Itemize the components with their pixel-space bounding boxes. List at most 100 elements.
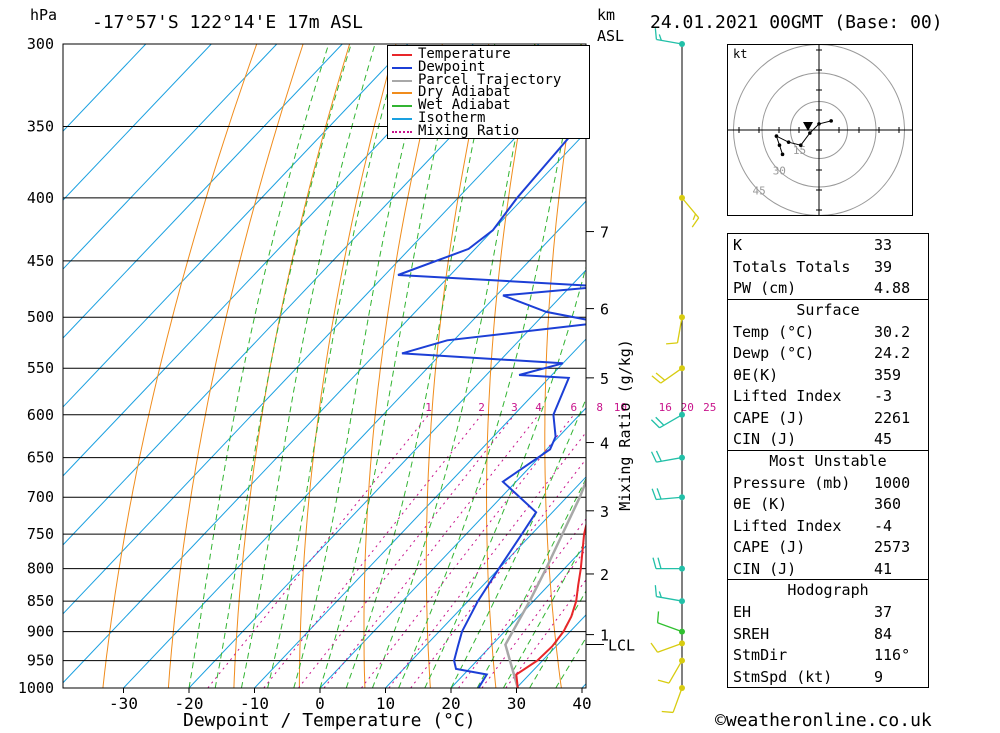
legend-swatch [392, 54, 412, 56]
x-axis-label: Dewpoint / Temperature (°C) [183, 710, 476, 731]
wind-barb-flag [655, 450, 662, 462]
wind-barb-shaft [656, 595, 683, 602]
wet-adiabat-line [240, 44, 376, 688]
row-value: 39 [874, 257, 893, 276]
storm-motion-marker [803, 122, 813, 131]
hodograph-ring-label: 30 [773, 164, 786, 177]
wind-barb-flag [655, 372, 666, 381]
legend-label: Dry Adiabat [418, 84, 511, 101]
row-value: 24.2 [874, 344, 911, 362]
row-label: θE (K) [733, 495, 788, 513]
row-value: 360 [874, 495, 902, 513]
legend-label: Parcel Trajectory [418, 71, 562, 88]
wind-barb-flag [656, 488, 662, 500]
row-value: 9 [874, 667, 884, 686]
wind-barb [666, 314, 685, 345]
row-value: 41 [874, 559, 893, 578]
legend-label: Dewpoint [418, 58, 486, 75]
wind-barb [650, 450, 685, 463]
hodograph-point [774, 134, 779, 138]
wind-barb-flag [666, 342, 678, 345]
mixing-ratio-label: 1 [425, 401, 432, 414]
copyright-footer: ©weatheronline.co.uk [715, 710, 932, 731]
pressure-tick-label: 950 [27, 652, 54, 670]
table-row: SREH 84 [728, 623, 928, 645]
km-unit-label: km [597, 6, 616, 24]
isotherm-line [63, 44, 409, 408]
dry-adiabat-line [656, 26, 693, 688]
wind-barb [651, 365, 685, 384]
legend-item: Dry Adiabat [388, 84, 588, 101]
indices-panel: K 33 Totals Totals 39 PW (cm) 4.88 Surface Te… [727, 233, 929, 688]
row-label: Pressure (mb) [733, 473, 851, 492]
wet-adiabat-line [293, 44, 430, 688]
hodograph-point [817, 122, 821, 126]
wet-adiabat-line [319, 44, 461, 688]
legend-item: Wet Adiabat [388, 97, 588, 113]
hodograph-unit-label: kt [733, 47, 747, 61]
row-label: PW (cm) [733, 279, 797, 297]
wet-adiabat-line [371, 44, 536, 688]
km-tick-label: 2 [600, 566, 609, 584]
table-row: Pressure (mb) 1000 [728, 472, 928, 494]
row-value: 45 [874, 430, 893, 448]
wind-barb-flag [658, 591, 662, 598]
row-value: 359 [874, 365, 902, 384]
wind-barb-shaft [659, 414, 683, 429]
mixing-ratio-label: 3 [511, 401, 518, 414]
row-value: -4 [874, 516, 893, 535]
pressure-tick-label: 1000 [18, 679, 54, 697]
table-row: Lifted Index -4 [728, 515, 928, 537]
hodograph-point [786, 140, 791, 144]
pressure-tick-label: 600 [27, 406, 54, 424]
wet-adiabat-line [214, 44, 352, 688]
x-tick-label: 20 [441, 694, 460, 713]
legend-item: Parcel Trajectory [388, 71, 588, 88]
isotherm-line [63, 62, 586, 615]
isotherm-line [63, 44, 540, 546]
legend-label: Temperature [418, 46, 511, 62]
table-row: Lifted Index -3 [728, 385, 928, 407]
mixing-ratio-label: 6 [570, 401, 577, 414]
table-row: Dewp (°C) 24.2 [728, 342, 928, 364]
x-tick-label: -10 [240, 694, 269, 713]
dry-adiabat-line [363, 44, 443, 688]
parcel-trajectory-line [504, 478, 586, 688]
dry-adiabat-line [167, 44, 304, 688]
wind-barb-shaft [657, 642, 683, 653]
wind-barb [652, 557, 685, 572]
wind-barb-flag [650, 451, 657, 463]
pressure-tick-label: 450 [27, 252, 54, 270]
legend-swatch [392, 105, 412, 108]
mixing-ratio-label: 25 [703, 401, 716, 414]
hodograph: kt 15 30 45 [727, 44, 913, 216]
row-label: CAPE (J) [733, 538, 806, 556]
wind-barb-flag [650, 642, 659, 653]
wet-adiabat-line [424, 265, 586, 688]
hodograph-point [798, 143, 803, 147]
wind-barb [656, 611, 685, 635]
wet-adiabat-line [345, 44, 496, 688]
wind-barb-shaft [672, 687, 683, 713]
x-tick-label: 0 [315, 694, 325, 713]
wind-barb-shaft [660, 367, 683, 384]
pressure-tick-label: 550 [27, 359, 54, 377]
hpa-unit-label: hPa [30, 6, 58, 24]
wind-barb [661, 685, 685, 714]
wind-barb-shaft [676, 317, 683, 343]
table-row: CIN (J) 45 [728, 428, 928, 450]
datetime-title: 24.01.2021 00GMT (Base: 00) [650, 12, 943, 33]
mixing-ratio-label: 2 [478, 401, 485, 414]
dewpoint-line [397, 114, 586, 688]
temperature-line [515, 521, 586, 688]
row-label: StmDir [733, 646, 788, 664]
isotherm-line [63, 44, 212, 201]
row-label: Dewp (°C) [733, 344, 815, 362]
row-label: Lifted Index [733, 516, 842, 535]
mixing-ratio-line [207, 414, 429, 688]
pressure-tick-label: 650 [27, 449, 54, 467]
isotherm-line [319, 407, 586, 688]
row-label: CIN (J) [733, 430, 797, 448]
mixing-ratio-label: 8 [596, 401, 603, 414]
